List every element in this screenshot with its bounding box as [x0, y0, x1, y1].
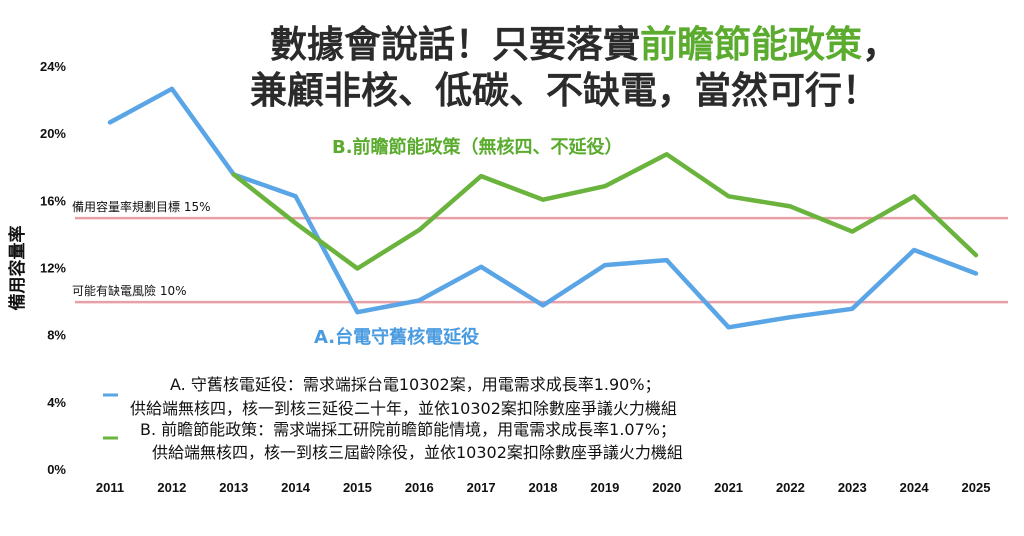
series-lines	[107, 86, 979, 330]
y-tick-label: 0%	[47, 462, 66, 477]
x-tick-label: 2014	[281, 480, 311, 495]
y-tick-label: 12%	[40, 261, 66, 276]
x-tick-label: 2021	[714, 480, 743, 495]
reference-line-label: 可能有缺電風險 10%	[72, 283, 187, 298]
reference-line-label: 備用容量率規劃目標 15%	[72, 199, 211, 214]
series-a-line	[107, 86, 979, 330]
title-part-1: 數據會說話！只要落實	[270, 23, 640, 66]
y-tick-label: 8%	[47, 328, 66, 343]
x-tick-label: 2019	[590, 480, 619, 495]
legend-a-line1: A. 守舊核電延役：需求端採台電10302案，用電需求成長率1.90%；	[170, 375, 661, 394]
reference-lines: 備用容量率規劃目標 15% 可能有缺電風險 10%	[72, 199, 1008, 304]
y-tick-label: 24%	[40, 59, 66, 74]
x-tick-label: 2015	[343, 480, 372, 495]
title-part-accent: 前瞻節能政策	[640, 23, 862, 66]
x-tick-label: 2016	[405, 480, 434, 495]
series-b-label: B.前瞻節能政策（無核四、不延役）	[332, 136, 623, 158]
y-tick-label: 4%	[47, 395, 66, 410]
y-tick-label: 20%	[40, 126, 66, 141]
x-tick-label: 2020	[652, 480, 681, 495]
x-tick-label: 2012	[157, 480, 186, 495]
x-tick-label: 2013	[219, 480, 248, 495]
y-tick-label: 16%	[40, 193, 66, 208]
x-tick-label: 2017	[467, 480, 496, 495]
chart-title-line2: 兼顧非核、低碳、不缺電，當然可行！	[250, 69, 879, 112]
x-tick-label: 2011	[96, 480, 124, 495]
y-axis-label: 備用容量率	[7, 226, 28, 311]
legend-b-line2: 供給端無核四，核一到核三屆齡除役，並依10302案扣除數座爭議火力機組	[152, 443, 683, 462]
x-axis-ticks: 2011 2012 2013 2014 2015 2016 2017 2018 2019 2020…	[96, 480, 991, 495]
title-part-3: ，	[862, 23, 899, 66]
x-tick-label: 2018	[529, 480, 558, 495]
series-b-line	[231, 152, 979, 271]
x-tick-label: 2023	[838, 480, 867, 495]
chart-title-line1: 數據會說話！只要落實前瞻節能政策，	[270, 23, 899, 66]
legend-b-line1: B. 前瞻節能政策：需求端採工研院前瞻節能情境，用電需求成長率1.07%；	[140, 420, 676, 439]
series-a-label: A.台電守舊核電延役	[314, 326, 479, 348]
x-tick-label: 2022	[776, 480, 805, 495]
x-tick-label: 2025	[962, 480, 991, 495]
y-axis-ticks: 0% 4% 8% 12% 16% 20% 24%	[40, 59, 66, 477]
legend-a-line2: 供給端無核四，核一到核三延役二十年，並依10302案扣除數座爭議火力機組	[130, 399, 677, 418]
x-tick-label: 2024	[900, 480, 930, 495]
